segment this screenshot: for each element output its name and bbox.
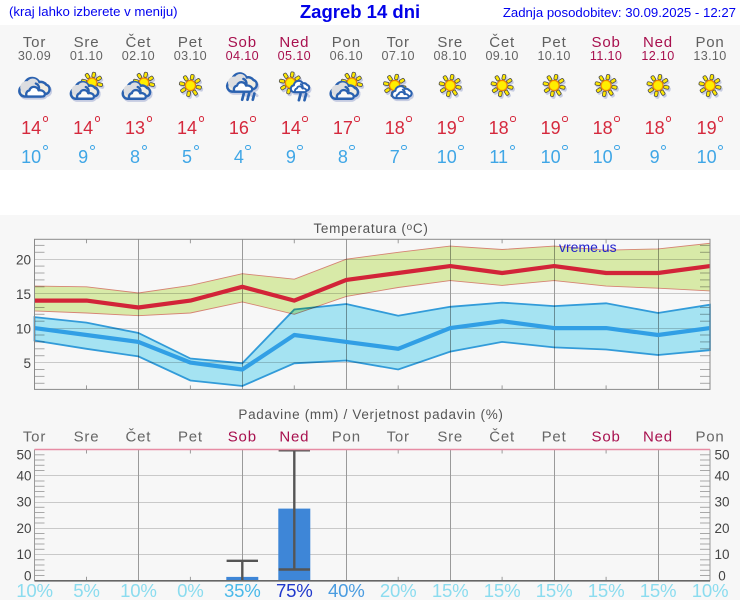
svg-text:Pon: Pon — [332, 429, 361, 446]
svg-text:0: 0 — [24, 569, 32, 584]
svg-text:15%: 15% — [484, 580, 521, 600]
svg-text:Tor: Tor — [387, 429, 410, 446]
svg-text:10%: 10% — [692, 580, 729, 600]
svg-text:75%: 75% — [276, 580, 313, 600]
svg-text:5: 5 — [23, 356, 31, 371]
svg-text:40: 40 — [16, 469, 31, 484]
svg-text:Ned: Ned — [643, 429, 673, 446]
svg-text:15%: 15% — [432, 580, 469, 600]
svg-text:Sre: Sre — [74, 429, 100, 446]
svg-text:10: 10 — [16, 547, 31, 562]
svg-text:50: 50 — [714, 447, 729, 462]
svg-text:20: 20 — [16, 521, 31, 536]
svg-text:Tor: Tor — [23, 429, 46, 446]
svg-text:15: 15 — [16, 287, 31, 302]
svg-text:Pon: Pon — [695, 429, 724, 446]
svg-text:20: 20 — [16, 253, 31, 268]
svg-text:15%: 15% — [588, 580, 625, 600]
svg-text:Čet: Čet — [489, 429, 515, 446]
svg-text:30: 30 — [16, 495, 31, 510]
svg-text:Sob: Sob — [228, 429, 257, 446]
svg-text:20: 20 — [714, 521, 729, 536]
svg-text:0%: 0% — [177, 580, 203, 600]
svg-text:20%: 20% — [380, 580, 417, 600]
svg-text:15%: 15% — [640, 580, 677, 600]
svg-text:vreme.us: vreme.us — [559, 239, 617, 255]
svg-text:10: 10 — [714, 547, 729, 562]
svg-text:Pet: Pet — [178, 429, 203, 446]
svg-text:10%: 10% — [16, 580, 53, 600]
svg-text:5%: 5% — [73, 580, 99, 600]
svg-text:Pet: Pet — [542, 429, 567, 446]
svg-text:Ned: Ned — [279, 429, 309, 446]
svg-text:Temperatura (oC): Temperatura (oC) — [313, 221, 428, 236]
svg-text:Čet: Čet — [126, 429, 152, 446]
svg-text:10: 10 — [16, 322, 31, 337]
svg-text:Sre: Sre — [437, 429, 463, 446]
svg-text:15%: 15% — [536, 580, 573, 600]
svg-text:35%: 35% — [224, 580, 261, 600]
svg-text:30: 30 — [714, 495, 729, 510]
svg-text:10%: 10% — [120, 580, 157, 600]
svg-text:Sob: Sob — [592, 429, 621, 446]
svg-text:40%: 40% — [328, 580, 365, 600]
svg-text:0: 0 — [718, 569, 726, 584]
svg-text:Padavine (mm) / Verjetnost pad: Padavine (mm) / Verjetnost padavin (%) — [238, 407, 503, 422]
svg-text:40: 40 — [714, 469, 729, 484]
svg-text:50: 50 — [16, 447, 31, 462]
